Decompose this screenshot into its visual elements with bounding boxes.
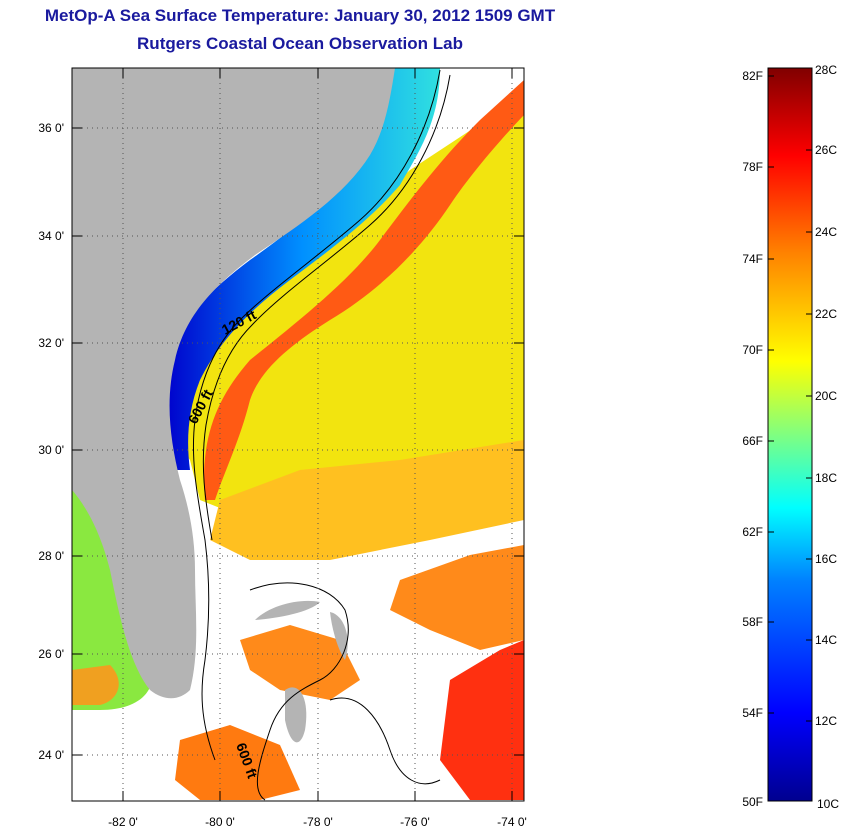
colorbar-f-ticks — [768, 75, 774, 714]
coastal-cold-water — [164, 68, 441, 470]
cb-label-24c: 24C — [815, 225, 837, 239]
cb-label-50f: 50F — [742, 795, 763, 809]
andros-island — [285, 687, 307, 743]
cb-label-22c: 22C — [815, 307, 837, 321]
colorbar-ramp — [767, 67, 813, 802]
cb-label-12c: 12C — [815, 714, 837, 728]
lat-label-26: 26 0' — [38, 647, 64, 661]
lon-label-78: -78 0' — [303, 815, 333, 829]
cb-label-14c: 14C — [815, 633, 837, 647]
colorbar-c-ticks — [806, 149, 812, 722]
lat-label-28: 28 0' — [38, 549, 64, 563]
lon-label-82: -82 0' — [108, 815, 138, 829]
us-southeast-land — [72, 68, 395, 699]
cb-label-28c: 28C — [815, 63, 837, 77]
lat-label-24: 24 0' — [38, 748, 64, 762]
graticule — [72, 68, 524, 801]
cb-label-26c: 26C — [815, 143, 837, 157]
latitude-ticks — [72, 127, 524, 756]
sst-orange-patch-south — [240, 625, 360, 700]
lat-label-36: 36 0' — [38, 121, 64, 135]
cb-label-70f: 70F — [742, 343, 763, 357]
sst-orange-patch-southwest — [175, 725, 300, 800]
sst-orange-patch-east — [390, 545, 524, 650]
bahamas-bank-contour — [249, 582, 349, 801]
longitude-ticks — [122, 68, 513, 801]
gulf-stream — [204, 80, 524, 500]
contour-120ft — [192, 69, 441, 761]
map-frame — [71, 67, 525, 802]
sst-yellow-orange-patch — [210, 440, 524, 560]
map-subtitle: Rutgers Coastal Ocean Observation Lab — [137, 34, 463, 53]
cb-label-20c: 20C — [815, 389, 837, 403]
cb-label-66f: 66F — [742, 434, 763, 448]
florida-keys-warm-water — [72, 665, 119, 705]
lat-label-32: 32 0' — [38, 336, 64, 350]
sst-red-patch-southeast — [440, 640, 524, 800]
cb-label-58f: 58F — [742, 615, 763, 629]
cb-label-74f: 74F — [742, 252, 763, 266]
contour-600ft — [202, 74, 451, 541]
colorbar: 82F 78F 74F 70F 66F 62F 58F 54F 50F 28C … — [742, 63, 839, 811]
grand-bahama-island — [255, 600, 320, 620]
lon-label-76: -76 0' — [400, 815, 430, 829]
cb-label-54f: 54F — [742, 706, 763, 720]
cb-label-78f: 78F — [742, 160, 763, 174]
abaco-island — [330, 612, 348, 660]
map-title: MetOp-A Sea Surface Temperature: January… — [44, 6, 556, 25]
cb-label-16c: 16C — [815, 552, 837, 566]
lon-label-80: -80 0' — [205, 815, 235, 829]
cb-label-82f: 82F — [742, 69, 763, 83]
lon-label-74: -74 0' — [497, 815, 527, 829]
map-panel — [72, 68, 524, 801]
cb-label-18c: 18C — [815, 471, 837, 485]
bahamas-bank-contour-east — [329, 697, 441, 785]
lat-label-30: 30 0' — [38, 443, 64, 457]
cb-label-10c: 10C — [817, 797, 839, 811]
lat-label-34: 34 0' — [38, 229, 64, 243]
cb-label-62f: 62F — [742, 525, 763, 539]
